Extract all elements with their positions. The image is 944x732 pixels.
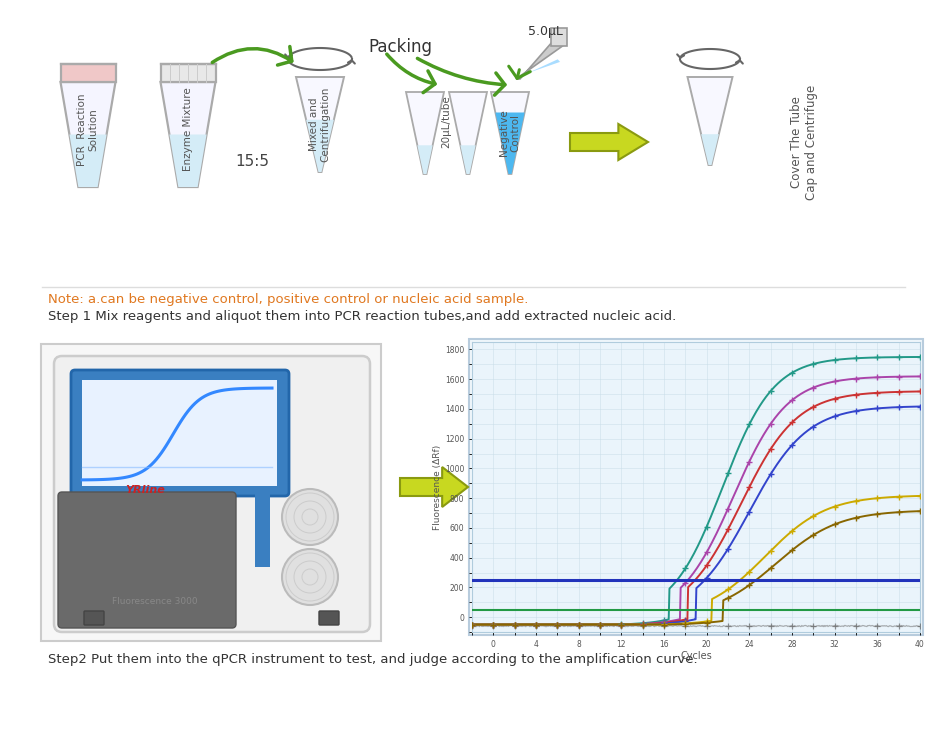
Polygon shape [569, 124, 648, 160]
FancyBboxPatch shape [54, 356, 370, 632]
FancyBboxPatch shape [468, 339, 922, 635]
Y-axis label: Fluorescence (ΔRf): Fluorescence (ΔRf) [432, 444, 442, 530]
FancyBboxPatch shape [319, 611, 339, 625]
FancyBboxPatch shape [84, 611, 104, 625]
Text: PCR  Reaction
Solution: PCR Reaction Solution [77, 93, 99, 165]
Text: YRline: YRline [125, 485, 164, 495]
FancyBboxPatch shape [71, 370, 289, 496]
Text: 15:5: 15:5 [235, 154, 269, 170]
FancyBboxPatch shape [255, 487, 270, 567]
FancyBboxPatch shape [550, 29, 566, 46]
Polygon shape [306, 120, 333, 172]
Polygon shape [515, 38, 562, 79]
FancyBboxPatch shape [58, 492, 236, 628]
Polygon shape [160, 82, 215, 187]
Polygon shape [516, 59, 560, 77]
Text: Mixed and
Centrifugation: Mixed and Centrifugation [309, 87, 330, 163]
Polygon shape [406, 92, 444, 174]
Text: Fluorescence 3000: Fluorescence 3000 [112, 597, 197, 607]
Polygon shape [417, 145, 432, 174]
Polygon shape [69, 135, 107, 187]
FancyBboxPatch shape [160, 64, 215, 82]
Text: Negative
Control: Negative Control [498, 110, 520, 157]
Polygon shape [460, 145, 475, 174]
FancyBboxPatch shape [82, 380, 277, 486]
Text: Note: a.can be negative control, positive control or nucleic acid sample.: Note: a.can be negative control, positiv… [48, 294, 528, 307]
Text: Step 1 Mix reagents and aliquot them into PCR reaction tubes,and add extracted n: Step 1 Mix reagents and aliquot them int… [48, 310, 676, 324]
Polygon shape [295, 77, 344, 172]
Text: Enzyme Mixture: Enzyme Mixture [183, 87, 193, 171]
Text: 5.0μL: 5.0μL [527, 26, 562, 39]
Polygon shape [491, 92, 529, 174]
Circle shape [281, 549, 338, 605]
X-axis label: Cycles: Cycles [680, 651, 711, 662]
Polygon shape [448, 92, 486, 174]
Polygon shape [687, 77, 732, 165]
Circle shape [281, 489, 338, 545]
Text: 20μL/tube: 20μL/tube [441, 96, 450, 149]
Text: Cover The Tube
Cap and Centrifuge: Cover The Tube Cap and Centrifuge [789, 84, 818, 200]
FancyBboxPatch shape [60, 64, 115, 82]
Polygon shape [169, 135, 207, 187]
Polygon shape [700, 134, 718, 165]
FancyBboxPatch shape [41, 344, 380, 641]
Polygon shape [495, 113, 524, 174]
Polygon shape [399, 467, 467, 507]
Text: Packing: Packing [367, 38, 431, 56]
Polygon shape [60, 82, 115, 187]
Text: Step2 Put them into the qPCR instrument to test, and judge according to the ampl: Step2 Put them into the qPCR instrument … [48, 654, 697, 667]
